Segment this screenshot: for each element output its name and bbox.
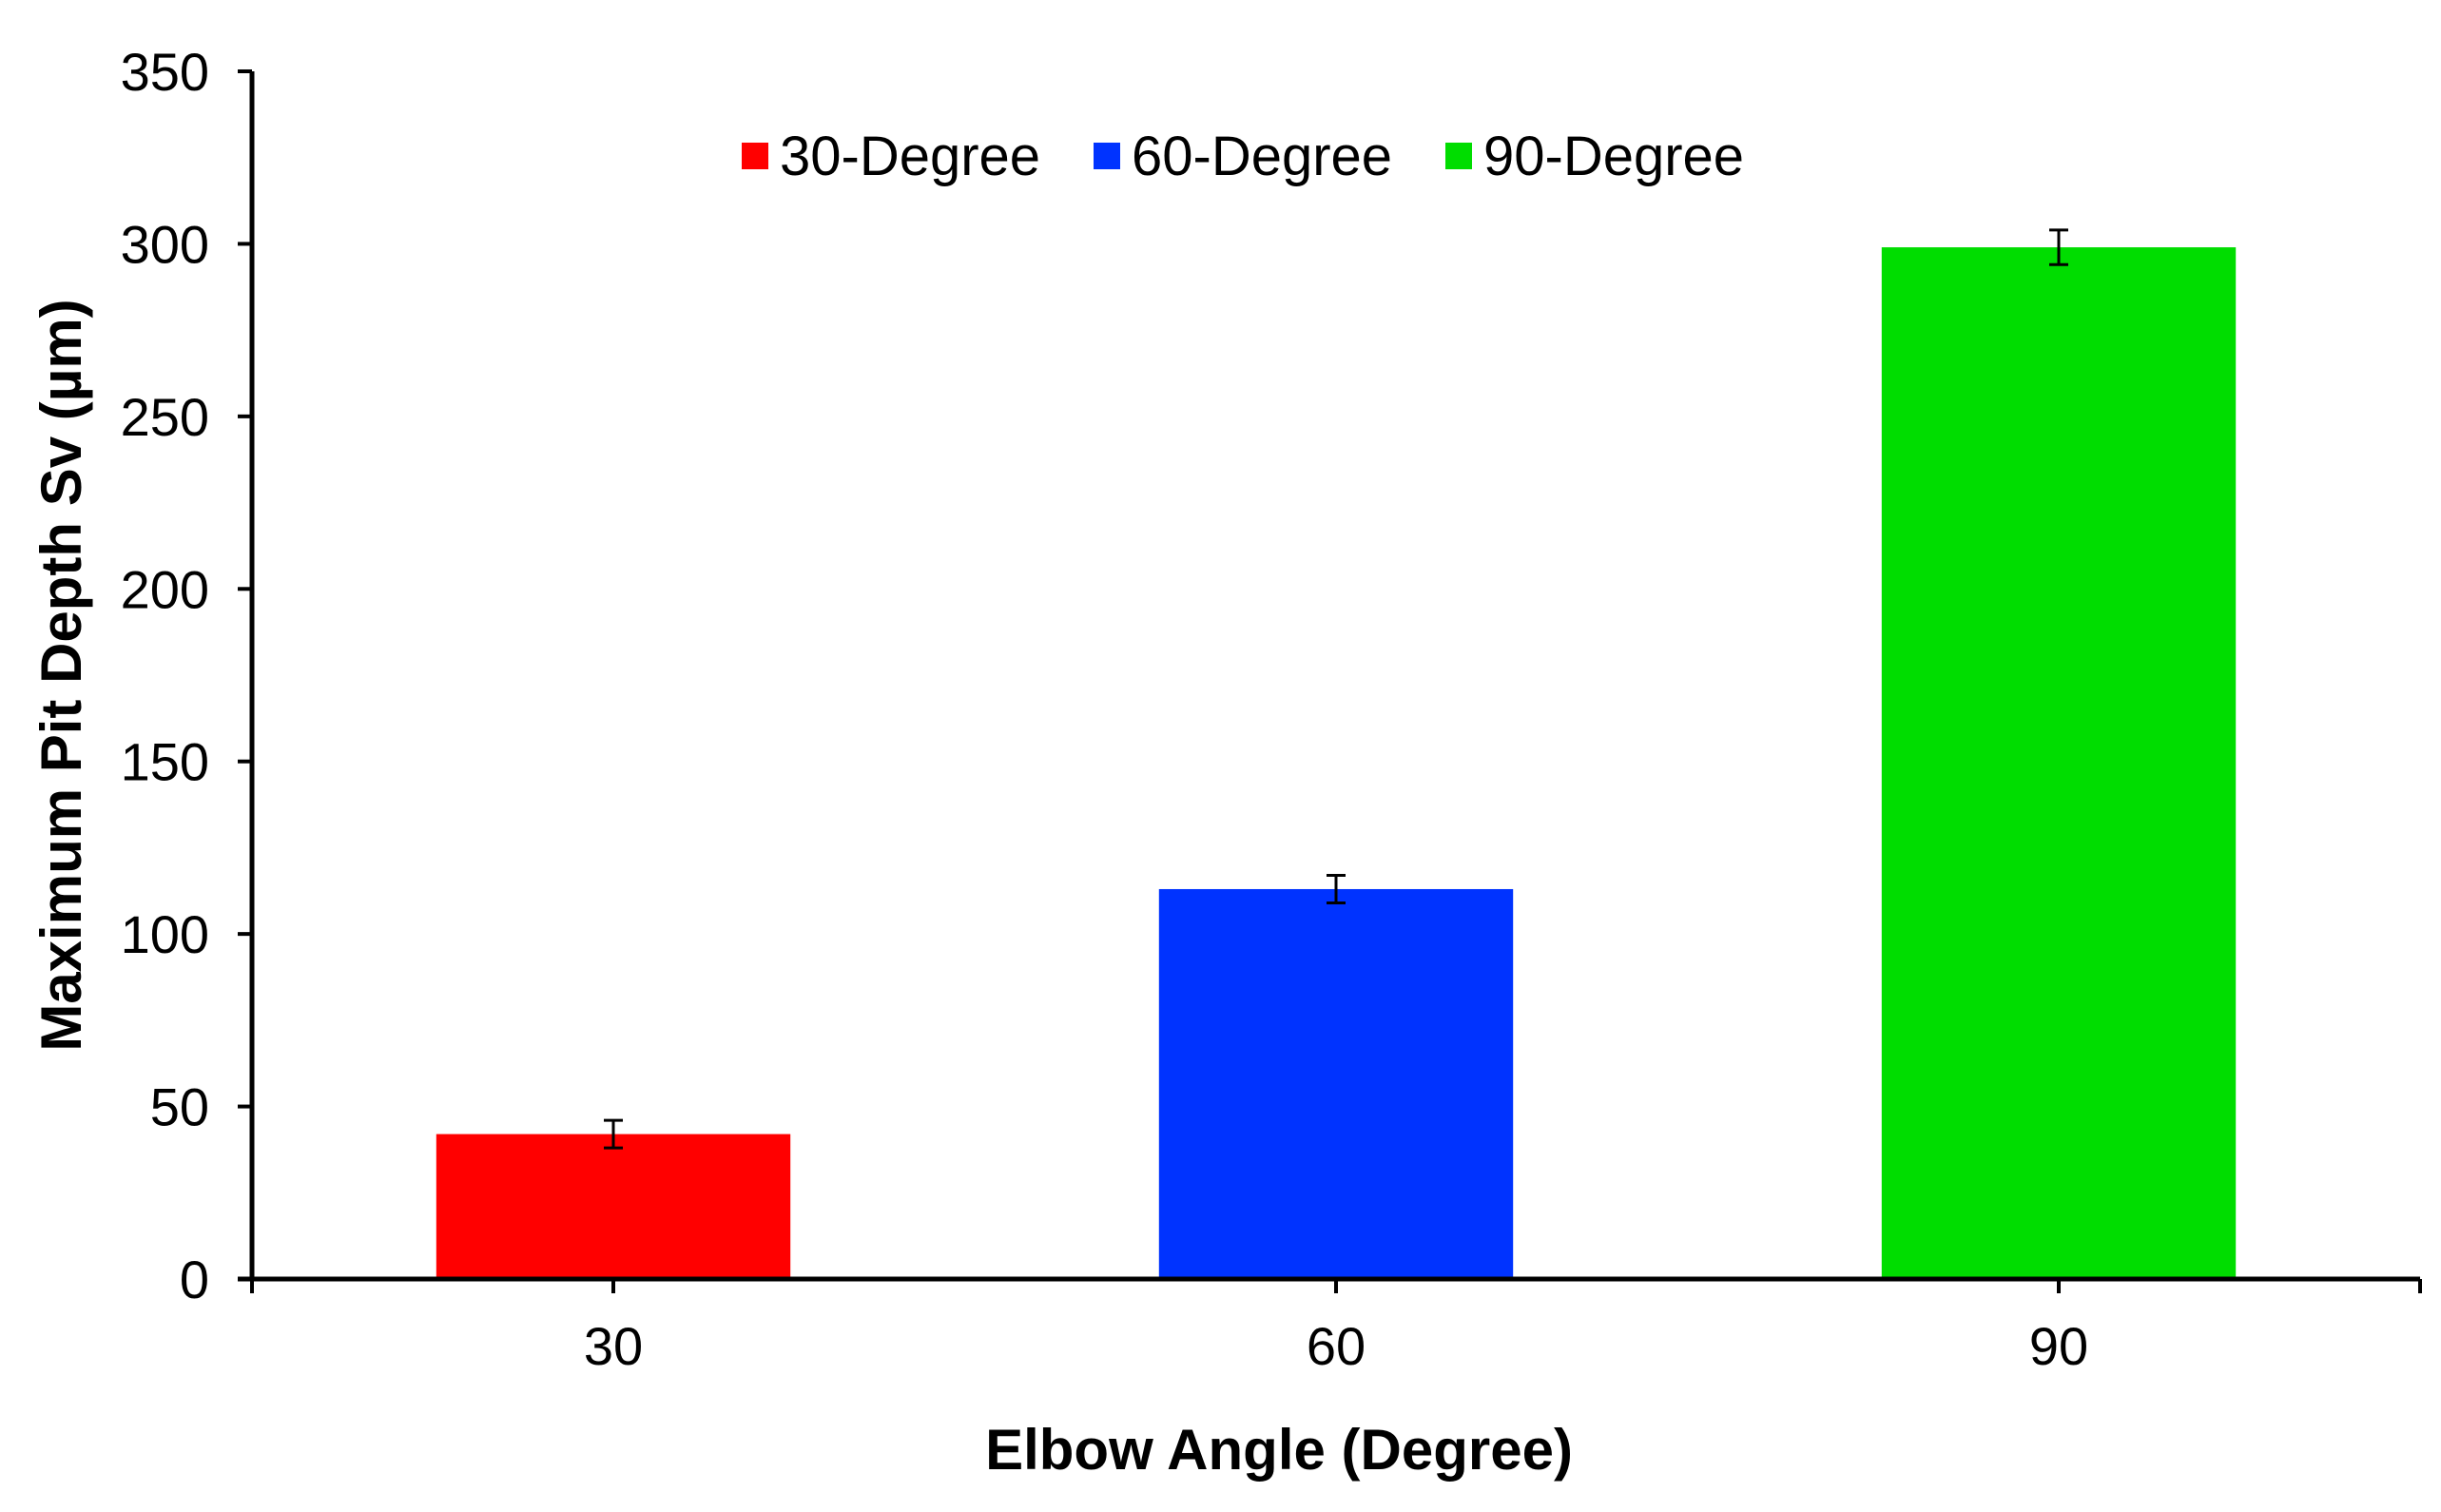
y-axis-ticks: 0 50 100 150 200 250 300 350 bbox=[121, 42, 252, 1309]
legend-label: 30-Degree bbox=[780, 126, 1040, 187]
legend-swatch bbox=[1445, 143, 1472, 169]
y-tick-label: 0 bbox=[180, 1250, 209, 1309]
legend-swatch bbox=[742, 143, 768, 169]
legend: 30-Degree 60-Degree 90-Degree bbox=[742, 126, 1744, 187]
legend-label: 90-Degree bbox=[1483, 126, 1744, 187]
legend-swatch bbox=[1094, 143, 1120, 169]
y-tick-label: 150 bbox=[121, 732, 209, 792]
y-tick-label: 50 bbox=[150, 1077, 209, 1137]
x-tick-label: 90 bbox=[2029, 1316, 2088, 1376]
y-tick-label: 300 bbox=[121, 214, 209, 274]
x-axis-title: Elbow Angle (Degree) bbox=[985, 1418, 1573, 1482]
error-bars bbox=[604, 228, 2068, 1150]
y-axis-title: Maximum Pit Depth Sv (µm) bbox=[29, 299, 93, 1051]
y-tick-label: 250 bbox=[121, 387, 209, 447]
y-tick-label: 200 bbox=[121, 559, 209, 619]
x-tick-label: 30 bbox=[584, 1316, 643, 1376]
y-tick-label: 350 bbox=[121, 42, 209, 102]
bar bbox=[436, 1134, 791, 1279]
y-tick-label: 100 bbox=[121, 904, 209, 964]
x-axis-ticks: 30 60 90 bbox=[250, 1279, 2422, 1376]
bar bbox=[1158, 888, 1514, 1279]
bar bbox=[1881, 247, 2237, 1279]
x-tick-label: 60 bbox=[1307, 1316, 1366, 1376]
legend-label: 60-Degree bbox=[1132, 126, 1392, 187]
bars bbox=[436, 247, 2237, 1279]
